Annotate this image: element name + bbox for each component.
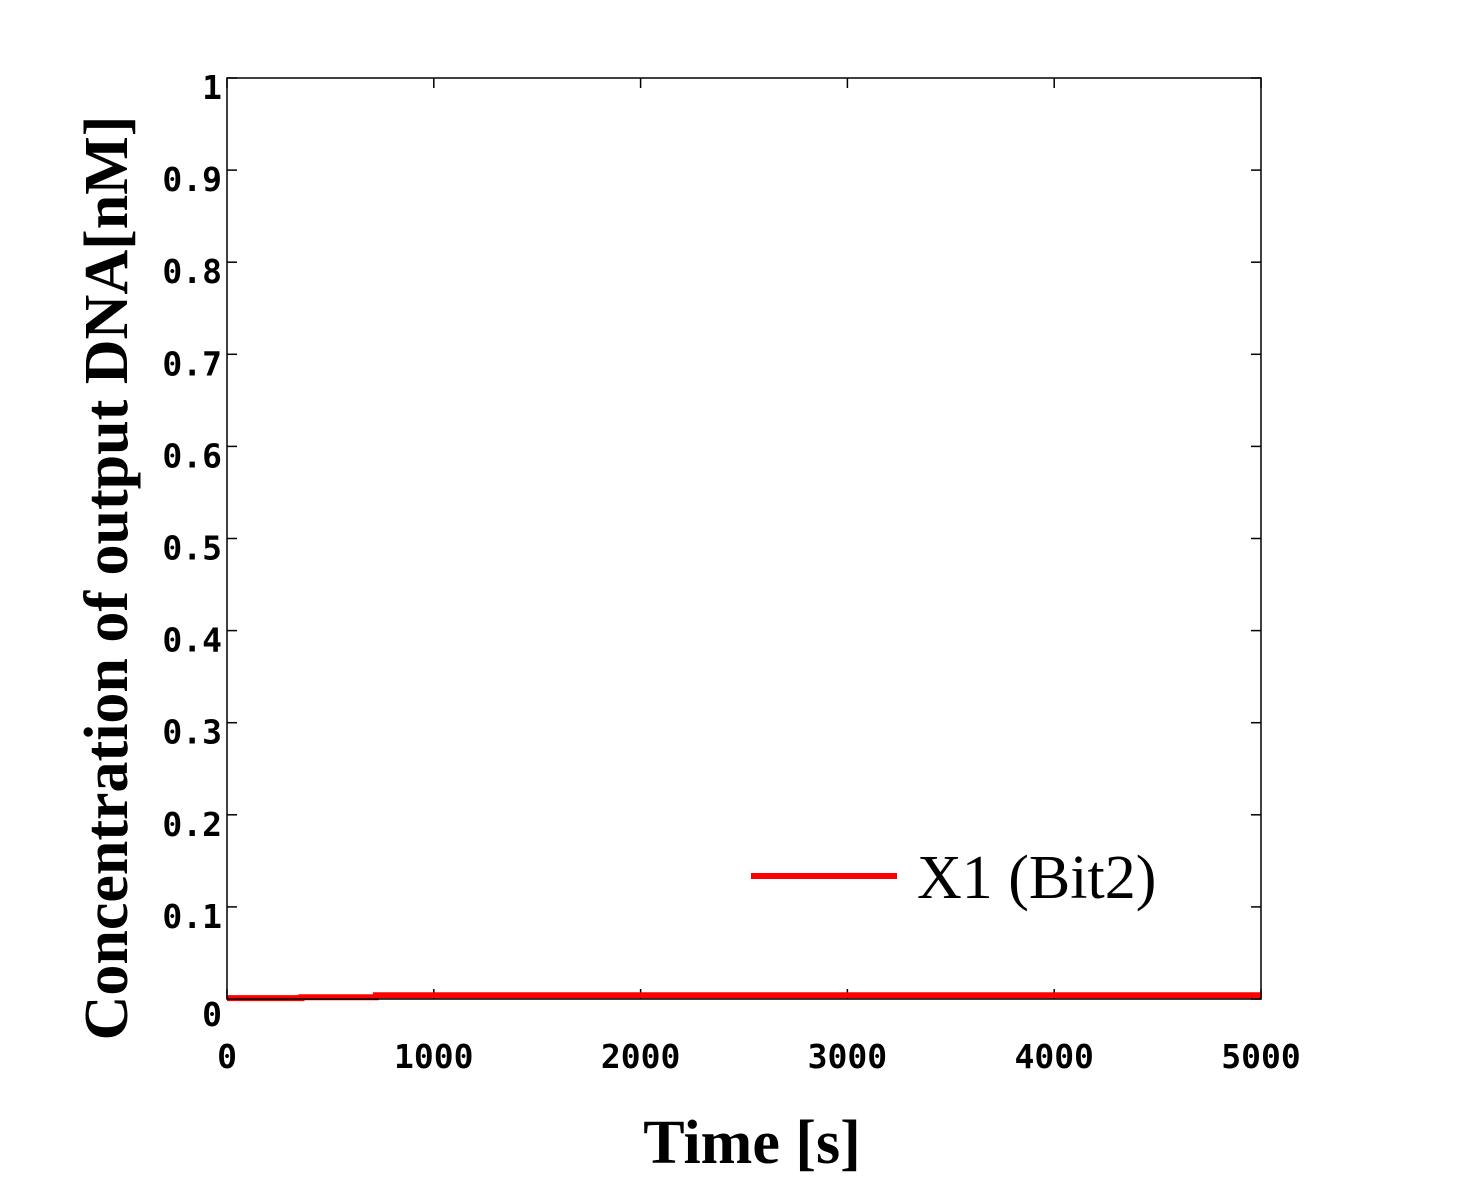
x-tick-label: 1000: [394, 1037, 473, 1076]
y-tick-label: 0.7: [162, 344, 222, 383]
x-tick-label: 2000: [601, 1037, 680, 1076]
legend-label-x1-bit2: X1 (Bit2): [917, 844, 1156, 912]
y-tick-label: 0: [202, 995, 222, 1034]
x-tick-labels: 0 1000 2000 3000 4000 5000: [217, 1037, 1301, 1076]
y-tick-label: 0.3: [162, 713, 222, 752]
y-tick-label: 0.1: [162, 897, 222, 936]
y-tick-label: 0.8: [162, 252, 222, 291]
y-tick-label: 0.4: [162, 621, 222, 660]
plot-frame: [226, 77, 1262, 1000]
series-line-x1-bit2: [227, 992, 1261, 1002]
x-tick-label: 3000: [808, 1037, 887, 1076]
series-layer: [227, 992, 1261, 1002]
y-tick-label: 0.5: [162, 529, 222, 568]
y-tick-label: 0.9: [162, 160, 222, 199]
y-tick-label: 0.2: [162, 805, 222, 844]
y-tick-label: 1: [202, 68, 222, 107]
y-axis-label: Concentration of output DNA[nM]: [73, 116, 141, 1041]
x-tick-label: 4000: [1014, 1037, 1093, 1076]
x-axis-label: Time [s]: [643, 1109, 861, 1177]
x-tick-label: 0: [217, 1037, 237, 1076]
y-tick-label: 0.6: [162, 436, 222, 475]
plot-area: [227, 78, 1261, 999]
legend: X1 (Bit2): [751, 844, 1156, 912]
y-tick-labels: 0 0.1 0.2 0.3 0.4 0.5 0.6 0.7 0.8 0.9 1: [162, 68, 222, 1034]
x-tick-label: 5000: [1221, 1037, 1300, 1076]
